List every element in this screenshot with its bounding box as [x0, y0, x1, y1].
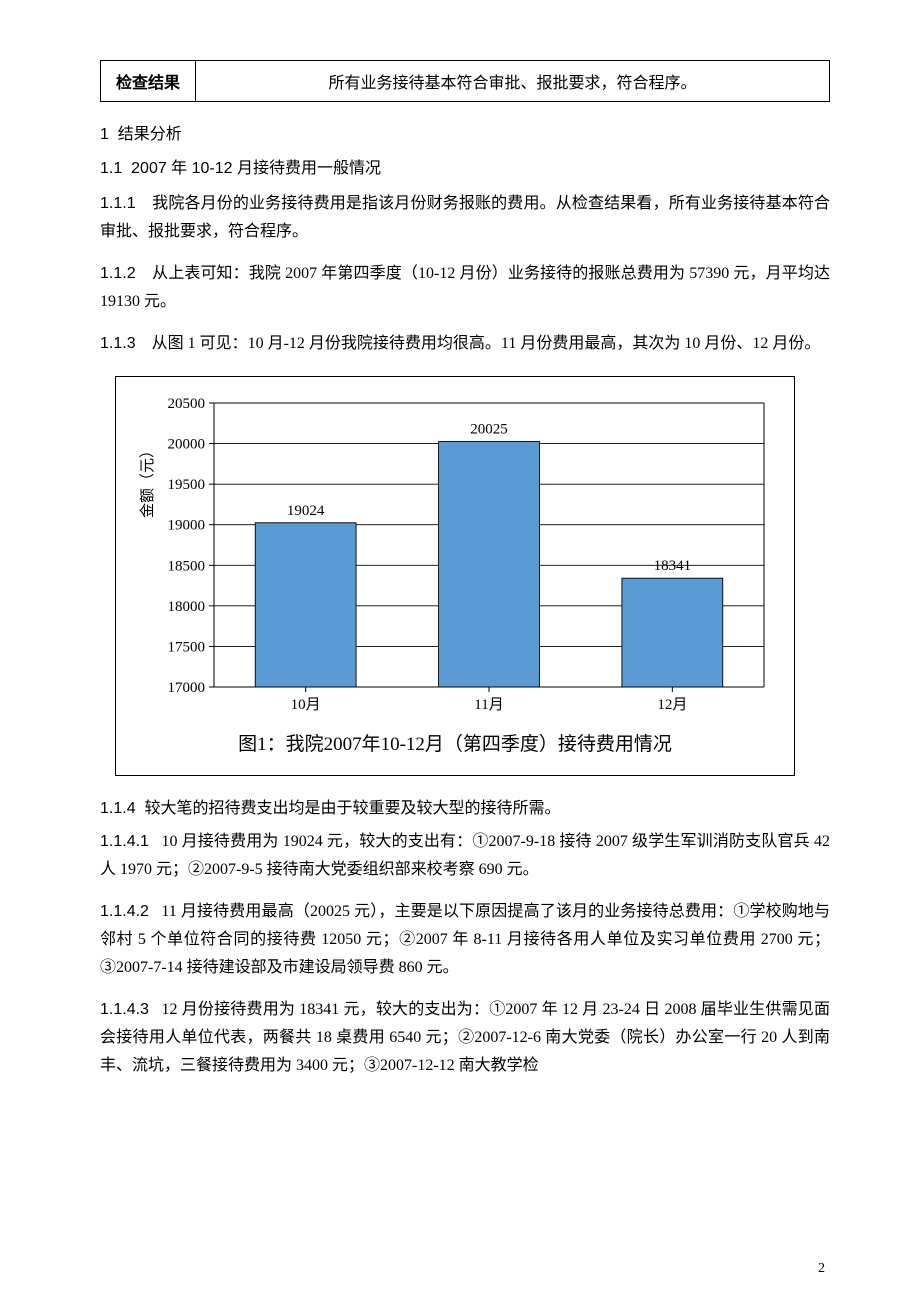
sec1-num: 1 — [100, 126, 109, 143]
section-1-1-heading: 1.1 2007 年 10-12 月接待费用一般情况 — [100, 154, 830, 178]
result-value: 所有业务接待基本符合审批、报批要求，符合程序。 — [196, 61, 830, 102]
page-number: 2 — [818, 1261, 825, 1277]
svg-text:20500: 20500 — [168, 396, 206, 412]
svg-text:18000: 18000 — [168, 599, 206, 615]
para-1-1-4-1: 1.1.4.1 10 月接待费用为 19024 元，较大的支出有：①2007-9… — [100, 828, 830, 884]
section-1-1-4-heading: 1.1.4 较大笔的招待费支出均是由于较重要及较大型的接待所需。 — [100, 794, 830, 818]
p113-num: 1.1.3 — [100, 335, 136, 352]
bar-chart-svg: 17000 17500 18000 18500 19000 19500 20000 20500… — [134, 391, 776, 721]
p113-text: 从图 1 可见：10 月-12 月份我院接待费用均很高。11 月份费用最高，其次… — [152, 335, 821, 352]
sec11-title: 2007 年 10-12 月接待费用一般情况 — [131, 160, 381, 177]
chart-container: 17000 17500 18000 18500 19000 19500 20000 20500… — [115, 376, 795, 776]
svg-text:17000: 17000 — [168, 680, 206, 696]
p1143-num: 1.1.4.3 — [100, 1001, 149, 1018]
p1141-num: 1.1.4.1 — [100, 833, 149, 850]
para-1-1-4-2: 1.1.4.2 11 月接待费用最高（20025 元），主要是以下原因提高了该月… — [100, 898, 830, 982]
bar — [622, 578, 723, 687]
p111-num: 1.1.1 — [100, 195, 136, 212]
bar-value-label: 19024 — [287, 503, 325, 519]
chart-title: 图1：我院2007年10-12月（第四季度）接待费用情况 — [134, 729, 776, 756]
x-tick-label: 12月 — [657, 697, 687, 713]
p112-text: 从上表可知：我院 2007 年第四季度（10-12 月份）业务接待的报账总费用为… — [100, 265, 830, 310]
x-tick-label: 10月 — [291, 697, 321, 713]
bar — [255, 523, 356, 687]
svg-text:18500: 18500 — [168, 558, 206, 574]
svg-text:17500: 17500 — [168, 639, 206, 655]
bar-chart: 17000 17500 18000 18500 19000 19500 20000 20500… — [134, 391, 776, 721]
para-1-1-4-3: 1.1.4.3 12 月份接待费用为 18341 元，较大的支出为：①2007 … — [100, 996, 830, 1080]
x-tick-label: 11月 — [474, 697, 503, 713]
sec11-num: 1.1 — [100, 160, 122, 177]
y-axis-label: 金额（元） — [139, 443, 156, 518]
sec114-num: 1.1.4 — [100, 800, 136, 817]
bar-value-label: 20025 — [470, 422, 508, 438]
result-table: 检查结果 所有业务接待基本符合审批、报批要求，符合程序。 — [100, 60, 830, 102]
svg-text:20000: 20000 — [168, 437, 206, 453]
bar — [439, 442, 540, 687]
para-1-1-2: 1.1.2 从上表可知：我院 2007 年第四季度（10-12 月份）业务接待的… — [100, 260, 830, 316]
sec1-title: 结果分析 — [118, 126, 182, 143]
p1142-num: 1.1.4.2 — [100, 903, 149, 920]
svg-text:19500: 19500 — [168, 477, 206, 493]
svg-text:19000: 19000 — [168, 518, 206, 534]
bar-value-label: 18341 — [654, 558, 692, 574]
p1143-text: 12 月份接待费用为 18341 元，较大的支出为：①2007 年 12 月 2… — [100, 1001, 830, 1074]
sec114-title: 较大笔的招待费支出均是由于较重要及较大型的接待所需。 — [144, 800, 560, 817]
section-1-heading: 1 结果分析 — [100, 120, 830, 144]
p112-num: 1.1.2 — [100, 265, 136, 282]
p1142-text: 11 月接待费用最高（20025 元），主要是以下原因提高了该月的业务接待总费用… — [100, 903, 830, 976]
p1141-text: 10 月接待费用为 19024 元，较大的支出有：①2007-9-18 接待 2… — [100, 833, 830, 878]
para-1-1-1: 1.1.1 我院各月份的业务接待费用是指该月份财务报账的费用。从检查结果看，所有… — [100, 190, 830, 246]
para-1-1-3: 1.1.3 从图 1 可见：10 月-12 月份我院接待费用均很高。11 月份费… — [100, 330, 830, 358]
p111-text: 我院各月份的业务接待费用是指该月份财务报账的费用。从检查结果看，所有业务接待基本… — [100, 195, 830, 240]
result-label: 检查结果 — [101, 61, 196, 102]
